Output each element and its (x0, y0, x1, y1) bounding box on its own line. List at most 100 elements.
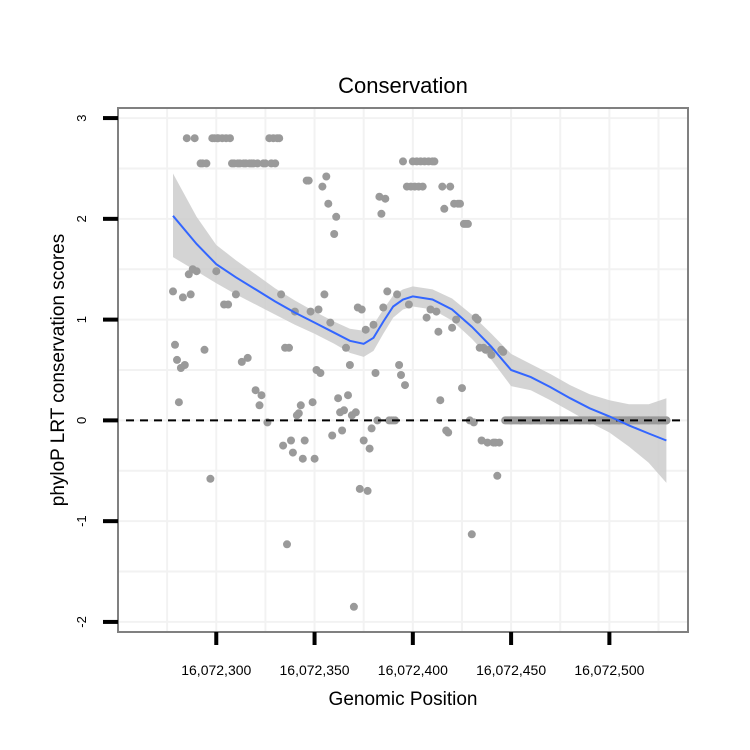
data-point (526, 416, 535, 425)
data-point (393, 290, 402, 299)
data-point (625, 416, 633, 425)
data-point (595, 416, 604, 425)
data-point (422, 313, 431, 322)
data-point (351, 408, 360, 417)
data-point (314, 305, 323, 314)
data-point (349, 602, 358, 611)
data-point (379, 303, 388, 312)
x-tick-label: 16,072,300 (181, 662, 251, 678)
data-point (173, 355, 181, 364)
data-point (328, 431, 337, 440)
data-point (487, 350, 496, 359)
data-point (463, 219, 472, 228)
y-tick-label: 2 (74, 215, 89, 222)
data-point (224, 300, 233, 309)
data-point (316, 369, 325, 377)
data-point (200, 345, 209, 354)
x-tick-label: 16,072,500 (574, 662, 644, 678)
data-point (418, 182, 427, 191)
data-point (271, 159, 280, 168)
smooth-trend-line (172, 215, 667, 442)
data-point (190, 134, 199, 143)
data-point (318, 182, 327, 191)
data-point (326, 318, 335, 327)
data-point (399, 157, 407, 166)
data-point (448, 323, 457, 332)
data-point (404, 300, 413, 309)
data-point (330, 230, 339, 238)
data-point (458, 384, 466, 393)
data-point (310, 454, 319, 463)
data-point (308, 398, 317, 407)
x-tick-label: 16,072,450 (476, 662, 546, 678)
smooth-line-layer (172, 215, 667, 442)
x-tick-label: 16,072,400 (378, 662, 448, 678)
data-point (283, 540, 291, 549)
data-point (174, 398, 183, 407)
data-point (662, 416, 671, 425)
data-point (279, 441, 288, 450)
y-axis-label: phyloP LRT conservation scores (48, 234, 69, 507)
data-point (395, 361, 404, 369)
data-point (206, 474, 215, 483)
data-point (430, 157, 439, 166)
data-point (287, 436, 295, 445)
x-axis-label: Genomic Position (329, 689, 478, 710)
data-point (304, 176, 313, 185)
data-point (355, 484, 364, 493)
data-point (226, 134, 234, 143)
data-point (255, 401, 264, 410)
data-point (338, 426, 347, 435)
y-tick-label: 0 (74, 417, 89, 424)
x-axis: 16,072,300 16,072,350 16,072,400 16,072,450… (181, 632, 645, 678)
data-point (373, 416, 382, 425)
data-point (334, 394, 343, 403)
y-tick-label: -1 (74, 515, 89, 527)
y-tick-label: 1 (74, 316, 89, 323)
data-point (261, 159, 270, 168)
data-point (493, 471, 502, 480)
data-point (363, 486, 372, 495)
data-point (357, 305, 366, 314)
data-point (467, 530, 476, 539)
data-point (359, 436, 368, 445)
data-point (192, 267, 201, 276)
data-point (300, 436, 309, 445)
data-point (275, 134, 284, 143)
data-point (365, 444, 374, 453)
data-point (340, 406, 348, 415)
data-point (369, 320, 378, 329)
data-point (469, 418, 478, 427)
y-axis: -2 -1 0 1 2 3 (74, 114, 118, 628)
data-point (320, 290, 329, 299)
data-point (296, 401, 305, 410)
data-point (566, 416, 575, 425)
data-point (499, 347, 508, 356)
data-points-layer (169, 134, 671, 611)
data-point (212, 267, 221, 276)
data-point (371, 369, 380, 377)
data-point (434, 327, 443, 336)
data-point (332, 212, 341, 221)
data-point (251, 386, 260, 395)
data-point (294, 409, 303, 418)
data-point (277, 290, 286, 299)
data-point (438, 182, 447, 191)
data-point (473, 315, 482, 324)
data-point (377, 209, 386, 218)
y-tick-label: -2 (74, 616, 89, 628)
data-point (324, 199, 333, 208)
data-point (401, 381, 409, 390)
data-point (444, 428, 453, 437)
data-point (345, 361, 354, 369)
x-tick-label: 16,072,350 (280, 662, 350, 678)
data-point (257, 391, 266, 400)
data-point (202, 159, 211, 168)
data-point (169, 287, 177, 296)
data-point (397, 371, 405, 379)
plot-frame (117, 107, 689, 633)
data-point (288, 448, 297, 457)
data-point (483, 438, 492, 447)
data-point (171, 340, 179, 349)
data-point (186, 290, 195, 299)
